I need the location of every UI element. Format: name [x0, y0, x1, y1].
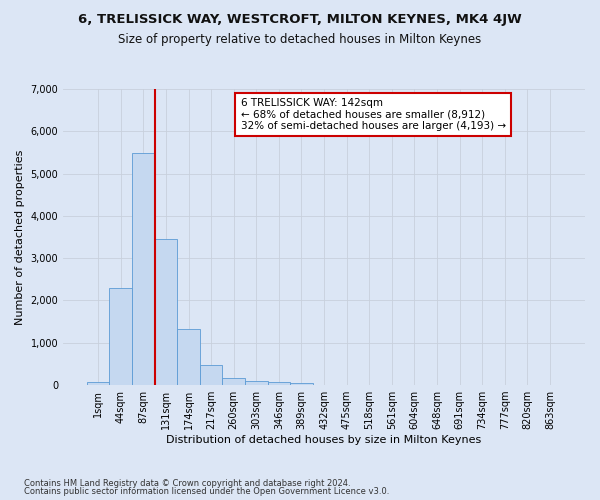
Text: 6, TRELISSICK WAY, WESTCROFT, MILTON KEYNES, MK4 4JW: 6, TRELISSICK WAY, WESTCROFT, MILTON KEY… [78, 12, 522, 26]
Bar [155, 239, 177, 385]
Text: Size of property relative to detached houses in Milton Keynes: Size of property relative to detached ho… [118, 32, 482, 46]
Bar [200, 365, 223, 385]
Bar [132, 154, 155, 385]
Bar [177, 330, 200, 385]
Text: Contains public sector information licensed under the Open Government Licence v3: Contains public sector information licen… [24, 487, 389, 496]
Bar [109, 288, 132, 385]
Bar [268, 382, 290, 385]
Bar [223, 378, 245, 385]
X-axis label: Distribution of detached houses by size in Milton Keynes: Distribution of detached houses by size … [166, 435, 482, 445]
Text: 6 TRELISSICK WAY: 142sqm
← 68% of detached houses are smaller (8,912)
32% of sem: 6 TRELISSICK WAY: 142sqm ← 68% of detach… [241, 98, 506, 131]
Bar [290, 383, 313, 385]
Bar [87, 382, 109, 385]
Text: Contains HM Land Registry data © Crown copyright and database right 2024.: Contains HM Land Registry data © Crown c… [24, 478, 350, 488]
Y-axis label: Number of detached properties: Number of detached properties [15, 150, 25, 324]
Bar [245, 382, 268, 385]
